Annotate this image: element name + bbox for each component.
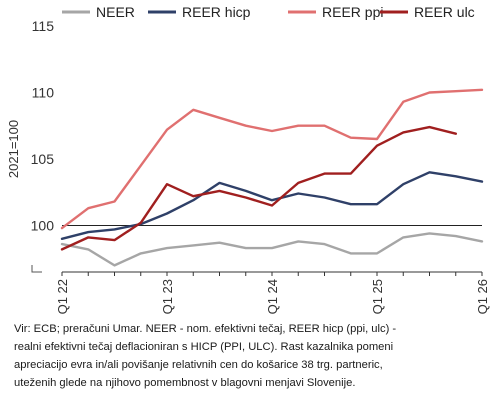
x-tick-label: Q1 22 [55,279,70,314]
line-chart: NEER REER hicp REER ppi REER ulc 1001051101… [6,4,490,314]
axis-break-mark [31,265,42,273]
legend-label: REER hicp [182,4,251,20]
legend-label: REER ulc [414,4,475,20]
series-line-reer-hicp [60,171,484,241]
series-line-neer [60,232,484,267]
legend-label: NEER [96,4,135,20]
source-note-line: uteženih glede na njihovo pomembnost v b… [14,377,356,389]
x-tick-label: Q1 25 [370,279,385,314]
source-note-line: Vir: ECB; preračuni Umar. NEER - nom. ef… [14,323,397,335]
series-line-reer-ulc [60,125,457,251]
series-line-reer-ppi [60,88,484,230]
source-note: Vir: ECB; preračuni Umar. NEER - nom. ef… [14,320,484,392]
y-tick-label: 105 [31,151,55,167]
y-tick-label: 100 [31,217,55,233]
plot-area [60,88,484,267]
x-tick-label: Q1 26 [475,279,490,314]
x-axis: Q1 22 Q1 23 Q1 24 Q1 25 Q1 26 [55,271,490,314]
source-note-line: apreciacijo evra in/ali povišanje relati… [14,359,383,371]
x-tick-label: Q1 24 [265,279,280,314]
y-tick-label: 115 [32,18,55,34]
y-tick-label: 110 [32,84,55,100]
x-tick-label: Q1 23 [160,279,175,314]
source-note-line: realni efektivni tečaj deflacioniran s H… [14,341,394,353]
legend-label: REER ppi [322,4,383,20]
y-axis-title: 2021=100 [6,120,21,178]
legend: NEER REER hicp REER ppi REER ulc [62,4,475,20]
y-axis: 100 105 110 115 2021=100 [6,18,55,273]
